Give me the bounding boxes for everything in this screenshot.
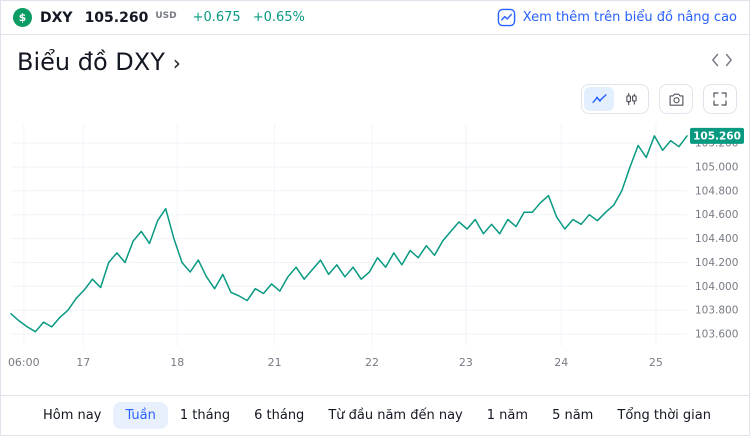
svg-text:103.600: 103.600 [695,329,738,341]
chart-type-toggle-group [581,84,649,114]
tab-all-time[interactable]: Tổng thời gian [617,408,711,423]
fullscreen-button[interactable] [703,84,737,114]
price-chart-canvas[interactable]: 105.200105.000104.800104.600104.400104.2… [7,116,745,382]
svg-text:105.260: 105.260 [693,130,741,142]
page-title[interactable]: Biểu đồ DXY › [17,48,181,76]
advanced-chart-link[interactable]: Xem thêm trên biểu đồ nâng cao [497,8,737,27]
price-chart[interactable]: 105.200105.000104.800104.600104.400104.2… [1,114,749,395]
title-row: Biểu đồ DXY › [1,35,749,76]
tab-6-months[interactable]: 6 tháng [254,408,305,423]
svg-text:104.800: 104.800 [695,185,738,197]
tab-week[interactable]: Tuần [113,402,168,429]
line-chart-button[interactable] [584,87,614,111]
svg-text:17: 17 [76,356,90,369]
chart-toolbar [1,76,749,114]
snapshot-button[interactable] [659,84,693,114]
price-change-percent: +0.65% [252,10,305,25]
svg-text:24: 24 [554,356,568,369]
dollar-logo-icon: $ [13,8,32,27]
price-change: +0.675 [192,10,241,25]
svg-text:06:00: 06:00 [8,356,40,369]
page-title-text: Biểu đồ DXY [17,48,165,76]
svg-text:103.800: 103.800 [695,305,738,317]
tab-1-month[interactable]: 1 tháng [179,408,231,423]
svg-text:104.600: 104.600 [695,209,738,221]
range-tab-bar: Hôm nay Tuần 1 tháng 6 tháng Từ đầu năm … [1,395,749,435]
tab-today[interactable]: Hôm nay [43,408,102,423]
tab-5-years[interactable]: 5 năm [552,408,594,423]
svg-text:104.400: 104.400 [695,233,738,245]
svg-text:104.200: 104.200 [695,257,738,269]
symbol-name: DXY [40,9,73,26]
svg-text:21: 21 [268,356,282,369]
tab-ytd[interactable]: Từ đầu năm đến nay [328,408,463,423]
candlestick-icon [623,91,640,108]
svg-text:104.000: 104.000 [695,281,738,293]
svg-text:22: 22 [365,356,379,369]
candlestick-chart-button[interactable] [616,87,646,111]
advanced-chart-link-label: Xem thêm trên biểu đồ nâng cao [522,10,737,25]
tab-1-year[interactable]: 1 năm [486,408,529,423]
mini-chart-icon [497,8,516,27]
price-chart-svg: 105.200105.000104.800104.600104.400104.2… [8,124,744,369]
svg-text:18: 18 [170,356,184,369]
camera-icon [668,91,685,108]
line-chart-icon [591,91,608,108]
svg-text:105.000: 105.000 [695,162,738,174]
code-embed-icon[interactable] [711,48,733,72]
symbol-header: $ DXY 105.260 USD +0.675 +0.65% Xem thêm… [1,1,749,35]
symbol-currency: USD [155,10,177,21]
symbol-price: 105.260 [84,9,149,26]
fullscreen-icon [712,91,728,107]
chevron-right-icon: › [172,51,181,75]
svg-text:25: 25 [649,356,663,369]
svg-text:23: 23 [459,356,473,369]
